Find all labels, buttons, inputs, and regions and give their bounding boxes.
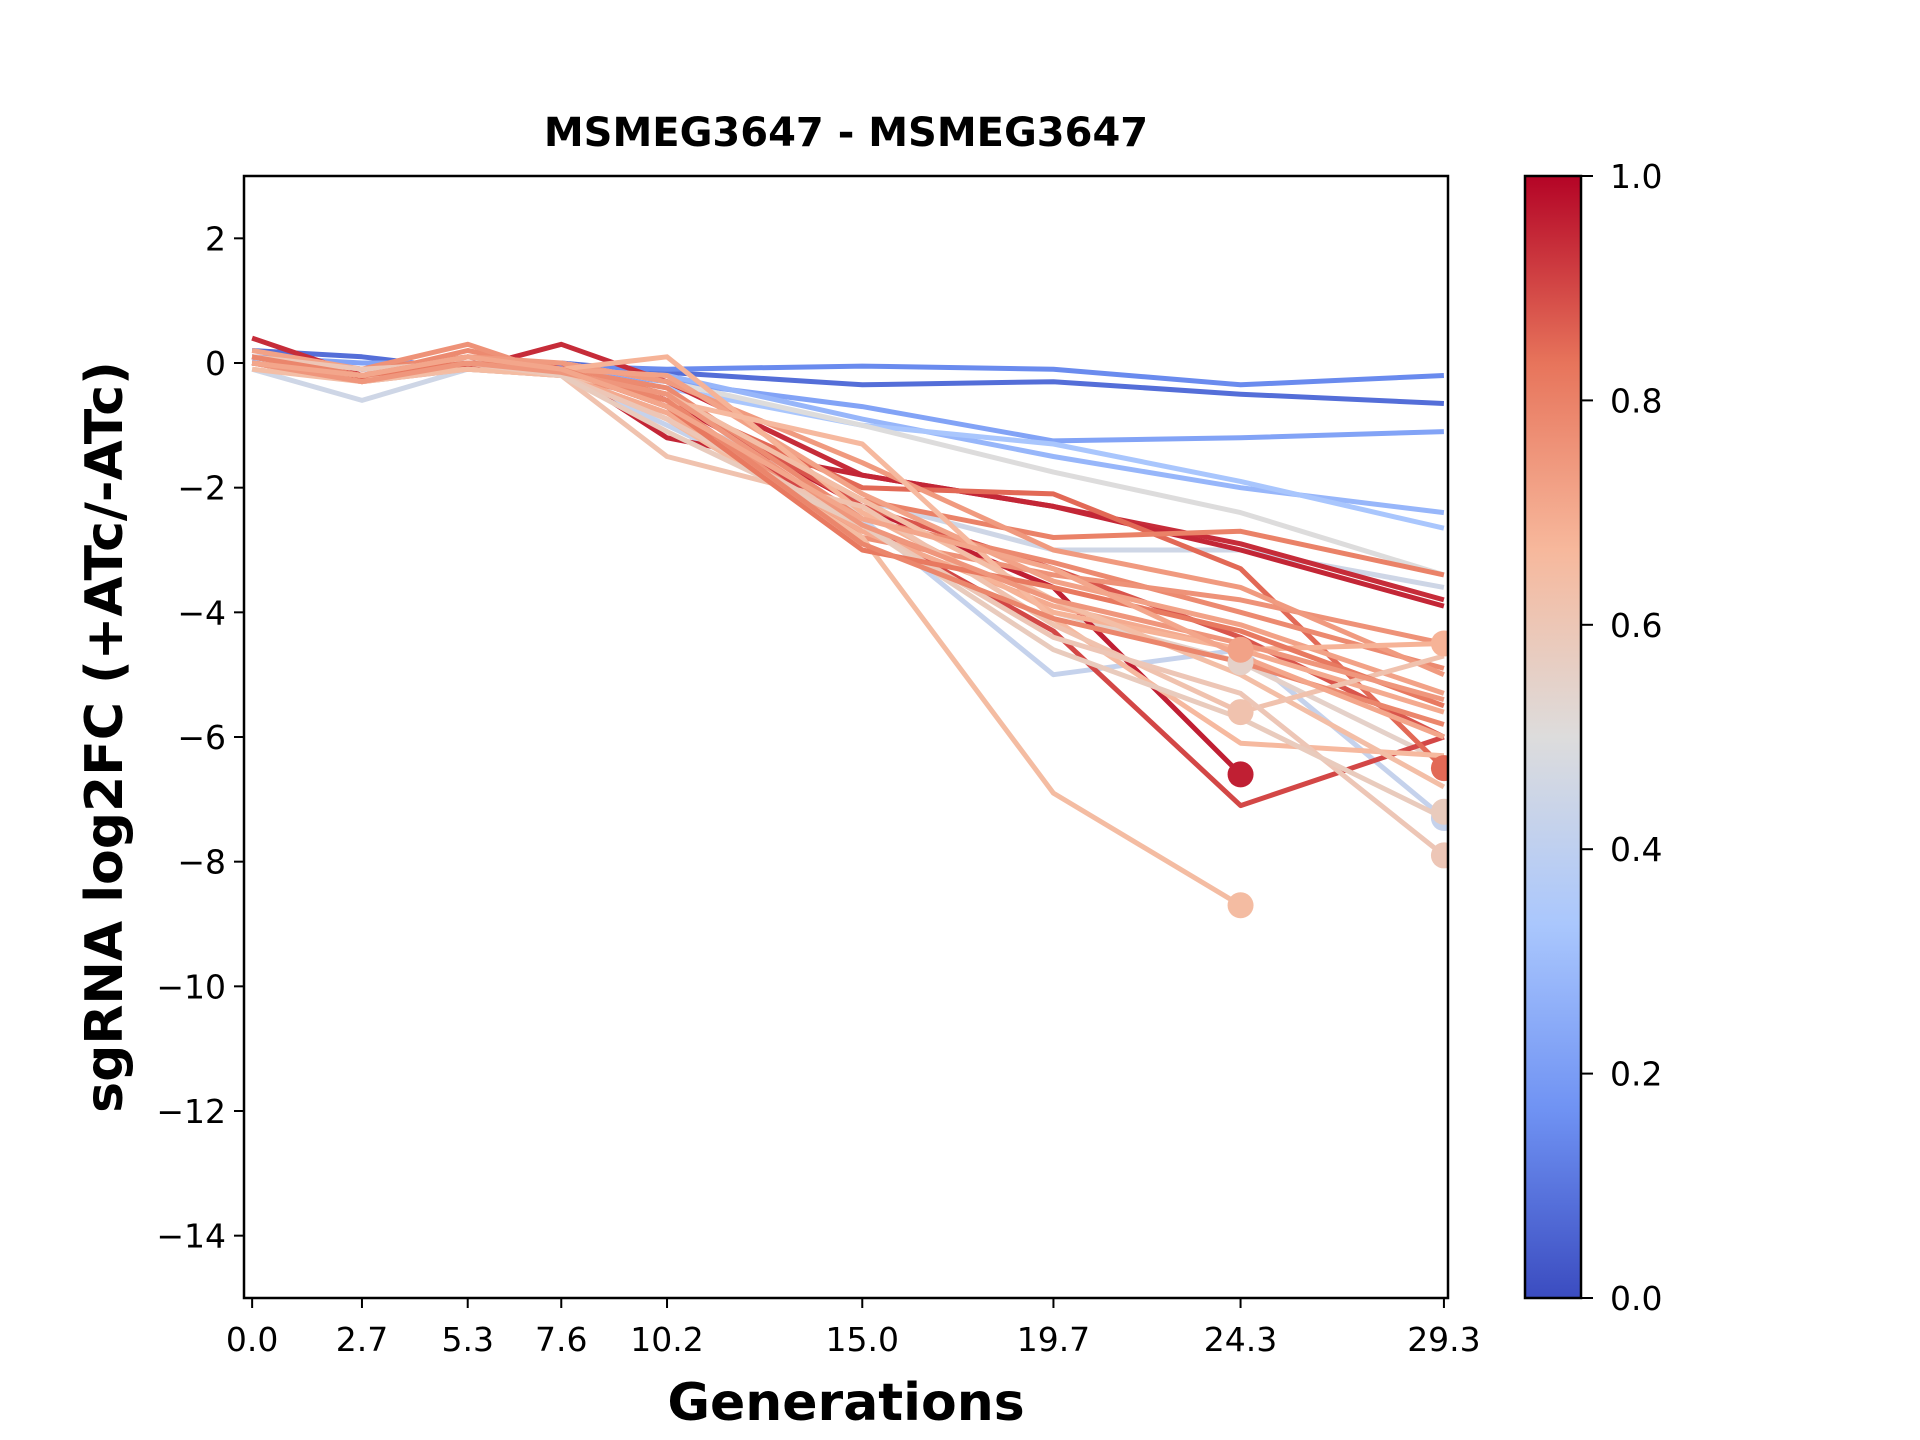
endpoint-marker-0: [1227, 761, 1254, 788]
x-axis-ticks: 0.0 2.7 5.3 7.6 10.2 15.0 19.7 24.3 29.3: [226, 1298, 1481, 1359]
y-tick-label: −8: [177, 843, 226, 882]
x-tick-label: 29.3: [1407, 1320, 1480, 1359]
endpoint-marker-8: [1430, 842, 1448, 869]
x-tick-label: 10.2: [630, 1320, 703, 1359]
colorbar-tick-label: 0.0: [1610, 1279, 1662, 1318]
colorbar-tick-label: 0.4: [1610, 830, 1662, 869]
x-tick-label: 2.7: [336, 1320, 388, 1359]
colorbar: [1523, 174, 1583, 1300]
endpoint-marker-5: [1430, 630, 1448, 657]
series-line-27: [251, 354, 1446, 821]
series-line-9: [251, 335, 1445, 603]
y-tick-label: −2: [177, 469, 226, 508]
y-tick-label: 0: [205, 344, 226, 383]
colorbar-tick-label: 0.2: [1610, 1055, 1662, 1094]
x-tick-label: 19.7: [1017, 1320, 1090, 1359]
y-tick-label: −6: [177, 718, 226, 757]
x-tick-label: 5.3: [441, 1320, 493, 1359]
endpoint-marker-6: [1430, 755, 1448, 782]
endpoint-marker-9: [1430, 798, 1448, 825]
colorbar-tick-label: 0.8: [1610, 381, 1662, 420]
plot-frame: [242, 174, 1450, 1300]
endpoint-marker-1: [1227, 892, 1254, 919]
y-tick-label: −4: [177, 593, 226, 632]
y-axis-label: sgRNA log2FC (+ATc/-ATc): [75, 361, 135, 1113]
y-tick-label: −14: [156, 1217, 226, 1256]
y-tick-label: 2: [205, 219, 226, 258]
x-tick-label: 24.3: [1204, 1320, 1277, 1359]
endpoint-marker-4: [1227, 636, 1254, 663]
marker-layer: [1227, 630, 1448, 919]
series-line-31: [251, 354, 1445, 740]
x-tick-label: 0.0: [226, 1320, 278, 1359]
series-layer: [251, 335, 1446, 908]
endpoint-marker-2: [1227, 699, 1254, 726]
y-axis-ticks: 2 0 −2 −4 −6 −8 −10 −12 −14: [156, 219, 244, 1256]
x-axis-label: Generations: [667, 1373, 1024, 1433]
chart-title: MSMEG3647 - MSMEG3647: [544, 110, 1148, 156]
y-tick-label: −12: [156, 1092, 226, 1131]
x-tick-label: 7.6: [535, 1320, 587, 1359]
colorbar-ticks: 0.0 0.2 0.4 0.6 0.8 1.0: [1581, 157, 1662, 1318]
y-tick-label: −10: [156, 967, 226, 1006]
x-tick-label: 15.0: [826, 1320, 899, 1359]
series-line-23: [251, 366, 1446, 790]
colorbar-tick-label: 0.6: [1610, 606, 1662, 645]
colorbar-tick-label: 1.0: [1610, 157, 1662, 196]
